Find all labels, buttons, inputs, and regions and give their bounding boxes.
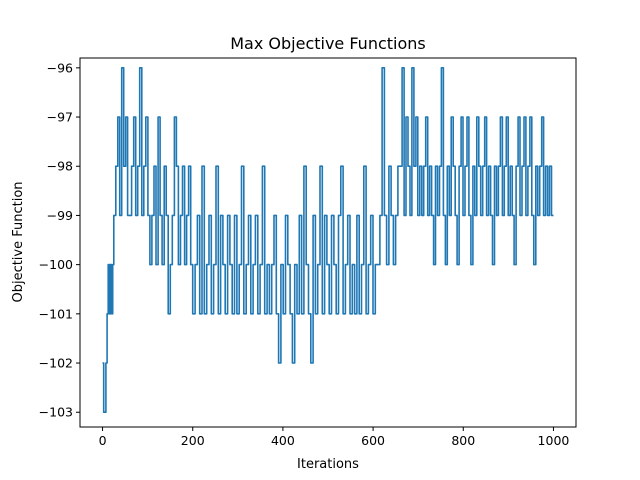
series-line <box>102 67 554 413</box>
chart-title: Max Objective Functions <box>230 34 426 53</box>
x-tick-label: 400 <box>271 433 295 448</box>
y-tick-label: −96 <box>47 60 73 75</box>
plot-area <box>102 67 554 413</box>
y-tick-label: −101 <box>39 306 73 321</box>
y-tick-label: −97 <box>47 110 73 125</box>
x-tick-label: 800 <box>451 433 475 448</box>
y-tick-label: −103 <box>39 405 73 420</box>
x-tick-label: 0 <box>99 433 107 448</box>
x-tick-label: 200 <box>181 433 205 448</box>
y-tick-label: −99 <box>47 208 73 223</box>
y-tick-label: −102 <box>39 356 73 371</box>
x-axis-ticks: 0 200 400 600 800 1000 <box>99 427 570 448</box>
x-tick-label: 600 <box>361 433 385 448</box>
y-tick-label: −98 <box>47 159 73 174</box>
plot-frame <box>79 57 577 428</box>
y-axis-ticks: −103 −102 −101 −100 −99 −98 −97 −96 <box>39 60 80 420</box>
x-axis-label: Iterations <box>297 457 359 472</box>
y-axis-label: Objective Function <box>11 181 26 302</box>
x-tick-label: 1000 <box>538 433 570 448</box>
y-tick-label: −100 <box>39 257 73 272</box>
